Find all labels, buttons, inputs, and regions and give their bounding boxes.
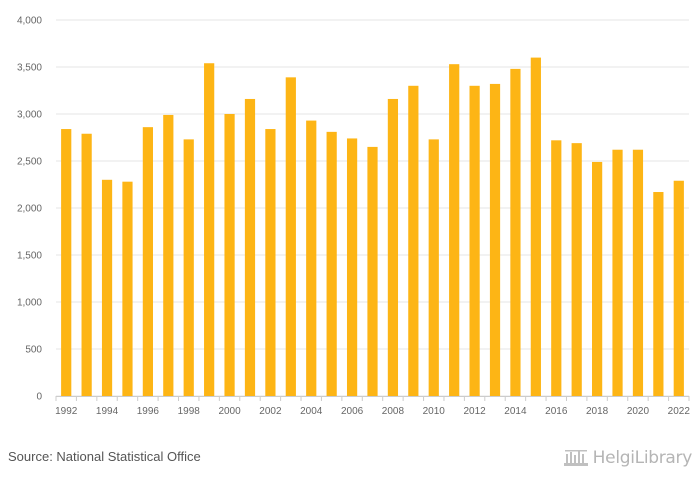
bar-1997[interactable] (163, 114, 174, 396)
bar-2007[interactable] (367, 146, 378, 396)
bar-1996[interactable] (142, 127, 153, 396)
bar-2018[interactable] (592, 161, 603, 396)
y-tick-label: 2,000 (17, 204, 42, 215)
x-axis-ticks: 1992 1994 1996 1998 2000 2002 2004 2006 2008 2010… (55, 396, 690, 417)
bar-2021[interactable] (653, 192, 664, 396)
brand-name: HelgiLibrary (592, 448, 693, 468)
y-tick-label: 1,500 (17, 251, 42, 262)
bar-1994[interactable] (101, 179, 113, 396)
x-tick-label: 2008 (382, 406, 405, 417)
x-tick-label: 1994 (96, 406, 119, 417)
x-tick-label: 2022 (668, 406, 691, 417)
bar-2009[interactable] (408, 85, 419, 397)
x-tick-label: 2014 (504, 406, 527, 417)
x-tick-label: 2006 (341, 406, 364, 417)
x-tick-label: 1992 (55, 406, 78, 417)
brand-logo[interactable]: HelgiLibrary (563, 446, 692, 470)
x-tick-label: 2012 (463, 406, 486, 417)
x-tick-label: 2016 (545, 406, 568, 417)
x-tick-label: 2018 (586, 406, 609, 417)
bar-2010[interactable] (428, 139, 439, 396)
bar-2003[interactable] (285, 77, 296, 396)
bar-2017[interactable] (571, 143, 582, 396)
y-tick-label: 2,500 (17, 157, 42, 168)
x-tick-label: 2020 (627, 406, 650, 417)
bar-2015[interactable] (530, 57, 541, 396)
bar-2000[interactable] (224, 114, 235, 396)
x-tick-label: 1998 (178, 406, 201, 417)
bar-2008[interactable] (387, 98, 399, 397)
bar-2016[interactable] (551, 140, 562, 396)
library-building-icon (563, 450, 588, 466)
bar-1992[interactable] (61, 129, 72, 397)
bar-2013[interactable] (489, 83, 501, 397)
bar-2004[interactable] (306, 120, 317, 396)
bar-1993[interactable] (81, 133, 92, 397)
bar-2001[interactable] (244, 98, 256, 397)
x-tick-label: 1996 (137, 406, 160, 417)
bars (61, 57, 684, 397)
source-note: Source: National Statistical Office (8, 449, 201, 464)
bar-2022[interactable] (673, 180, 684, 396)
bar-1995[interactable] (122, 181, 133, 396)
x-tick-label: 2010 (423, 406, 446, 417)
bar-2005[interactable] (326, 131, 337, 397)
bar-2019[interactable] (612, 149, 623, 396)
y-axis-ticks: 0 500 1,000 1,500 2,000 2,500 3,000 3,500 4,000 (17, 16, 42, 403)
x-tick-label: 2004 (300, 406, 323, 417)
y-tick-label: 500 (25, 345, 42, 356)
bar-2020[interactable] (632, 149, 644, 396)
y-tick-label: 3,500 (17, 63, 42, 74)
bar-chart: 05001,0001,5002,0002,5003,0003,5004,000 … (17, 16, 690, 418)
bar-2011[interactable] (449, 64, 460, 397)
bar-1999[interactable] (204, 63, 215, 397)
x-tick-label: 2002 (259, 406, 282, 417)
x-tick-label: 2000 (218, 406, 241, 417)
y-tick-label: 3,000 (17, 110, 42, 121)
y-tick-label: 1,000 (17, 298, 42, 309)
y-tick-label: 4,000 (17, 16, 42, 27)
bar-2012[interactable] (469, 85, 480, 397)
bar-2002[interactable] (265, 129, 276, 397)
y-tick-label: 0 (36, 392, 42, 403)
bar-2014[interactable] (510, 68, 521, 396)
bar-1998[interactable] (183, 139, 194, 396)
bar-2006[interactable] (346, 138, 358, 396)
